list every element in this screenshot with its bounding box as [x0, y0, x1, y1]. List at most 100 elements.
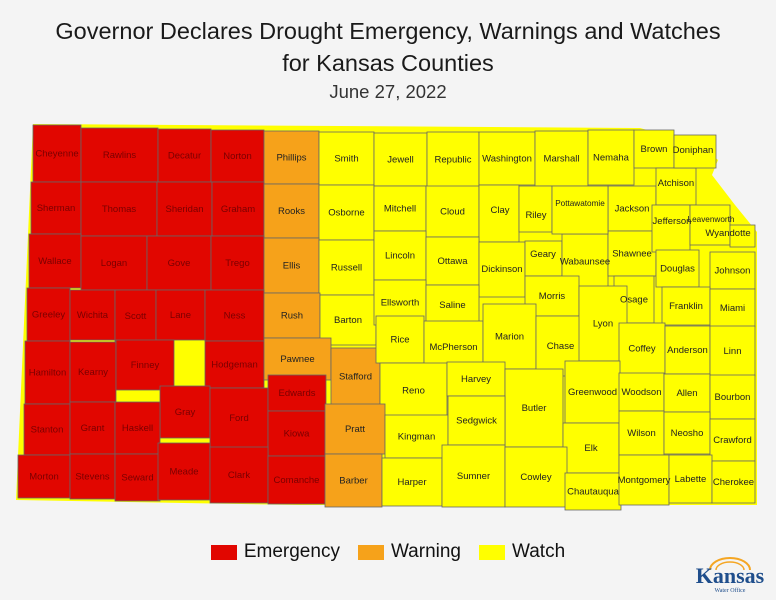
county-wallace	[28, 233, 82, 289]
county-label-jefferson: Jefferson	[653, 216, 692, 227]
county-label-clark: Clark	[228, 470, 250, 481]
county-smith	[318, 131, 375, 186]
county-label-haskell: Haskell	[122, 423, 153, 434]
county-cowley	[504, 446, 568, 508]
county-label-kingman: Kingman	[398, 432, 436, 443]
county-label-lyon: Lyon	[593, 319, 613, 330]
county-sumner	[441, 444, 506, 508]
county-anderson	[664, 325, 711, 375]
county-riley	[518, 185, 553, 233]
county-label-republic: Republic	[435, 155, 472, 166]
county-comanche	[267, 455, 326, 505]
county-sedgwick	[447, 395, 506, 446]
county-linn	[709, 325, 756, 377]
county-marshall	[534, 130, 589, 187]
county-label-osage: Osage	[620, 295, 648, 306]
county-label-pawnee: Pawnee	[280, 354, 314, 365]
county-wichita	[69, 289, 116, 341]
county-ellis	[263, 237, 320, 294]
county-hamilton	[24, 340, 71, 405]
map-legend: Emergency Warning Watch	[0, 541, 776, 563]
county-gove	[146, 235, 212, 291]
county-morris	[524, 275, 580, 317]
county-label-stanton: Stanton	[31, 425, 64, 436]
county-label-chautauqua: Chautauqua	[567, 487, 619, 498]
county-label-montgomery: Montgomery	[618, 475, 671, 486]
county-label-sheridan: Sheridan	[165, 204, 203, 215]
county-label-cherokee: Cherokee	[713, 477, 754, 488]
county-label-hamilton: Hamilton	[29, 368, 67, 379]
county-label-kiowa: Kiowa	[284, 429, 311, 440]
county-label-ottawa: Ottawa	[437, 256, 468, 267]
county-label-osborne: Osborne	[328, 208, 364, 219]
county-thomas	[80, 181, 158, 237]
county-russell	[318, 239, 375, 296]
logo-subtitle: Water Office	[714, 588, 746, 594]
county-label-gove: Gove	[168, 258, 191, 269]
county-graham	[211, 181, 265, 237]
county-label-harper: Harper	[397, 477, 426, 488]
county-lane	[155, 289, 206, 341]
county-label-douglas: Douglas	[660, 264, 695, 275]
county-label-doniphan: Doniphan	[673, 145, 714, 156]
county-label-ford: Ford	[229, 413, 249, 424]
county-label-sedgwick: Sedgwick	[456, 416, 497, 427]
county-label-phillips: Phillips	[276, 153, 306, 164]
county-label-elk: Elk	[584, 443, 597, 454]
county-label-pratt: Pratt	[345, 424, 365, 435]
legend-item-warning: Warning	[357, 541, 461, 563]
legend-item-watch: Watch	[479, 541, 565, 563]
county-label-jewell: Jewell	[387, 155, 413, 166]
legend-swatch-emergency	[210, 544, 237, 560]
county-elk	[562, 422, 620, 474]
county-label-greenwood: Greenwood	[568, 387, 617, 398]
county-label-chase: Chase	[547, 341, 574, 352]
county-label-leavenworth: Leavenworth	[688, 215, 735, 224]
county-chautauqua	[564, 472, 622, 511]
county-scott	[114, 289, 157, 343]
county-decatur	[157, 128, 212, 183]
county-label-reno: Reno	[402, 386, 425, 397]
county-label-russell: Russell	[331, 263, 362, 274]
county-label-butler: Butler	[522, 403, 547, 414]
sun-rays-icon	[709, 557, 751, 571]
county-label-pottawatomie: Pottawatomie	[555, 199, 605, 208]
county-clay	[478, 184, 520, 243]
county-kiowa	[267, 410, 326, 457]
county-label-barton: Barton	[334, 315, 362, 326]
county-label-rooks: Rooks	[278, 206, 305, 217]
county-label-trego: Trego	[225, 258, 249, 269]
county-layer	[17, 124, 756, 511]
county-miami	[709, 288, 756, 328]
county-label-harvey: Harvey	[461, 374, 491, 385]
county-neosho	[663, 411, 711, 455]
county-label-nemaha: Nemaha	[593, 153, 630, 164]
county-label-saline: Saline	[439, 300, 465, 311]
logo-wordmark: Kansas	[695, 563, 765, 588]
county-jefferson	[651, 204, 691, 253]
county-meade	[157, 442, 211, 501]
county-wyandotte	[729, 224, 756, 248]
county-label-barber: Barber	[339, 476, 368, 487]
county-doniphan	[673, 134, 717, 169]
county-edwards	[267, 374, 327, 412]
county-labette	[668, 454, 713, 504]
county-label-coffey: Coffey	[628, 344, 656, 355]
county-label-jackson: Jackson	[615, 204, 650, 215]
county-morton	[17, 454, 71, 499]
county-osborne	[318, 184, 375, 241]
county-label-seward: Seward	[121, 473, 153, 484]
county-label-morton: Morton	[29, 472, 59, 483]
county-phillips	[263, 130, 320, 185]
county-label-brown: Brown	[641, 144, 668, 155]
county-label-grant: Grant	[81, 423, 105, 434]
county-cloud	[425, 185, 480, 238]
county-label-cloud: Cloud	[440, 207, 465, 218]
county-label-meade: Meade	[169, 467, 198, 478]
county-republic	[426, 131, 480, 188]
county-label-gray: Gray	[175, 407, 196, 418]
county-saline	[425, 284, 480, 326]
county-stanton	[23, 403, 71, 456]
county-rush	[263, 292, 321, 339]
